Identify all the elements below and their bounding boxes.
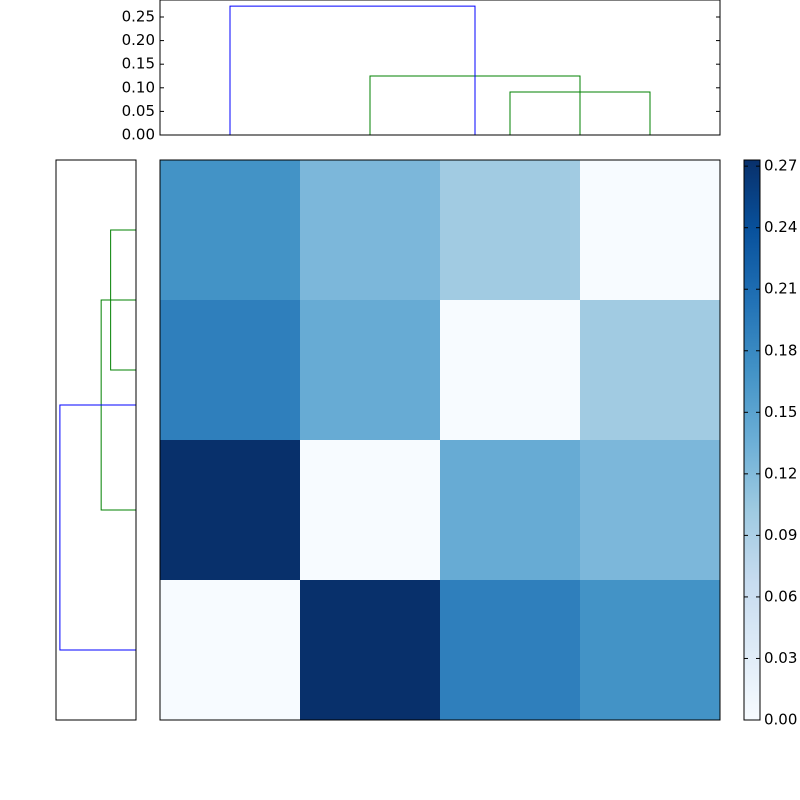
heatmap-cell — [440, 300, 580, 440]
heatmap-cell — [160, 300, 300, 440]
heatmap-cell — [160, 580, 300, 720]
heatmap-cell — [580, 580, 720, 720]
axes-frame — [55, 159, 137, 721]
heatmap-cell — [440, 440, 580, 580]
y-tick-label: 0.00 — [122, 126, 155, 144]
colorbar-tick-label: 0.27 — [764, 157, 797, 175]
heatmap-cell — [580, 160, 720, 300]
colorbar-tick-label: 0.03 — [764, 649, 797, 667]
axes-frame — [159, 0, 721, 136]
colorbar-tick-label: 0.12 — [764, 464, 797, 482]
y-tick-label: 0.20 — [122, 31, 155, 49]
heatmap-cell — [440, 580, 580, 720]
colorbar-tick-label: 0.24 — [764, 218, 797, 236]
heatmap-cell — [160, 440, 300, 580]
dendrogram-link — [59, 404, 136, 651]
heatmap-cell — [300, 580, 440, 720]
heatmap-cell — [580, 440, 720, 580]
colorbar-tick-label: 0.21 — [764, 280, 797, 298]
y-tick-label: 0.25 — [122, 7, 155, 25]
colorbar-tick-label: 0.09 — [764, 526, 797, 544]
heatmap-cell — [580, 300, 720, 440]
colorbar-tick-label: 0.18 — [764, 341, 797, 359]
colorbar — [743, 159, 761, 721]
y-tick-label: 0.05 — [122, 102, 155, 120]
heatmap-cell — [300, 300, 440, 440]
colorbar-tick-label: 0.15 — [764, 403, 797, 421]
heatmap-cell — [440, 160, 580, 300]
heatmap-cell — [160, 160, 300, 300]
y-tick-label: 0.10 — [122, 78, 155, 96]
colorbar-tick-label: 0.00 — [764, 711, 797, 729]
heatmap-cell — [300, 440, 440, 580]
y-tick-label: 0.15 — [122, 55, 155, 73]
axes-frame — [159, 159, 721, 721]
heatmap-cell — [300, 160, 440, 300]
colorbar-tick-label: 0.06 — [764, 587, 797, 605]
dendrogram-link — [229, 5, 476, 135]
